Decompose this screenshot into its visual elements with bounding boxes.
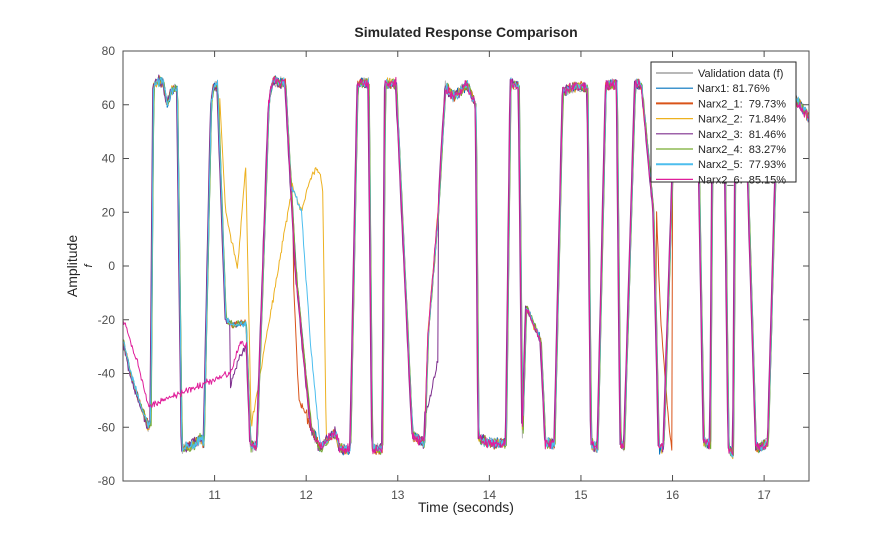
legend-entry: Narx2_4: 83.27%	[698, 144, 786, 156]
x-tick-label: 16	[666, 488, 680, 502]
x-tick-label: 14	[483, 488, 497, 502]
y-axis-label: Amplitude	[64, 235, 80, 297]
legend-entry: Narx2_3: 81.46%	[698, 129, 786, 141]
legend-entry: Narx2_2: 71.84%	[698, 114, 786, 126]
y-tick-label: -60	[98, 420, 116, 434]
y-tick-label: 20	[102, 205, 116, 219]
chart-title: Simulated Response Comparison	[354, 24, 577, 40]
y-tick-label: 80	[102, 44, 116, 58]
x-tick-label: 15	[574, 488, 588, 502]
x-tick-label: 17	[757, 488, 771, 502]
x-tick-label: 13	[391, 488, 405, 502]
x-tick-label: 11	[208, 488, 221, 502]
legend[interactable]: Validation data (f) Narx1: 81.76% Narx2_1:…	[650, 61, 797, 186]
y-tick-label: -40	[98, 367, 116, 381]
x-tick-label: 12	[299, 488, 313, 502]
y-axis-sublabel: f	[83, 264, 95, 268]
legend-box	[650, 61, 797, 183]
y-tick-label: 40	[102, 152, 116, 166]
y-tick-label: -20	[98, 313, 116, 327]
y-tick-label: 0	[108, 259, 115, 273]
legend-entry: Narx2_6: 85.15%	[698, 174, 786, 186]
y-tick-label: -80	[98, 474, 116, 488]
legend-entry: Validation data (f)	[698, 68, 783, 80]
legend-entry: Narx2_1: 79.73%	[698, 98, 786, 110]
legend-entry: Narx1: 81.76%	[697, 83, 770, 95]
x-axis-label: Time (seconds)	[418, 499, 514, 515]
y-tick-label: 60	[102, 98, 116, 112]
legend-entry: Narx2_5: 77.93%	[698, 159, 786, 171]
ticks-layer: 11 12 13 14 15 16 17 -80 -60 -40 -20 0 20 40 60 80	[98, 44, 809, 502]
